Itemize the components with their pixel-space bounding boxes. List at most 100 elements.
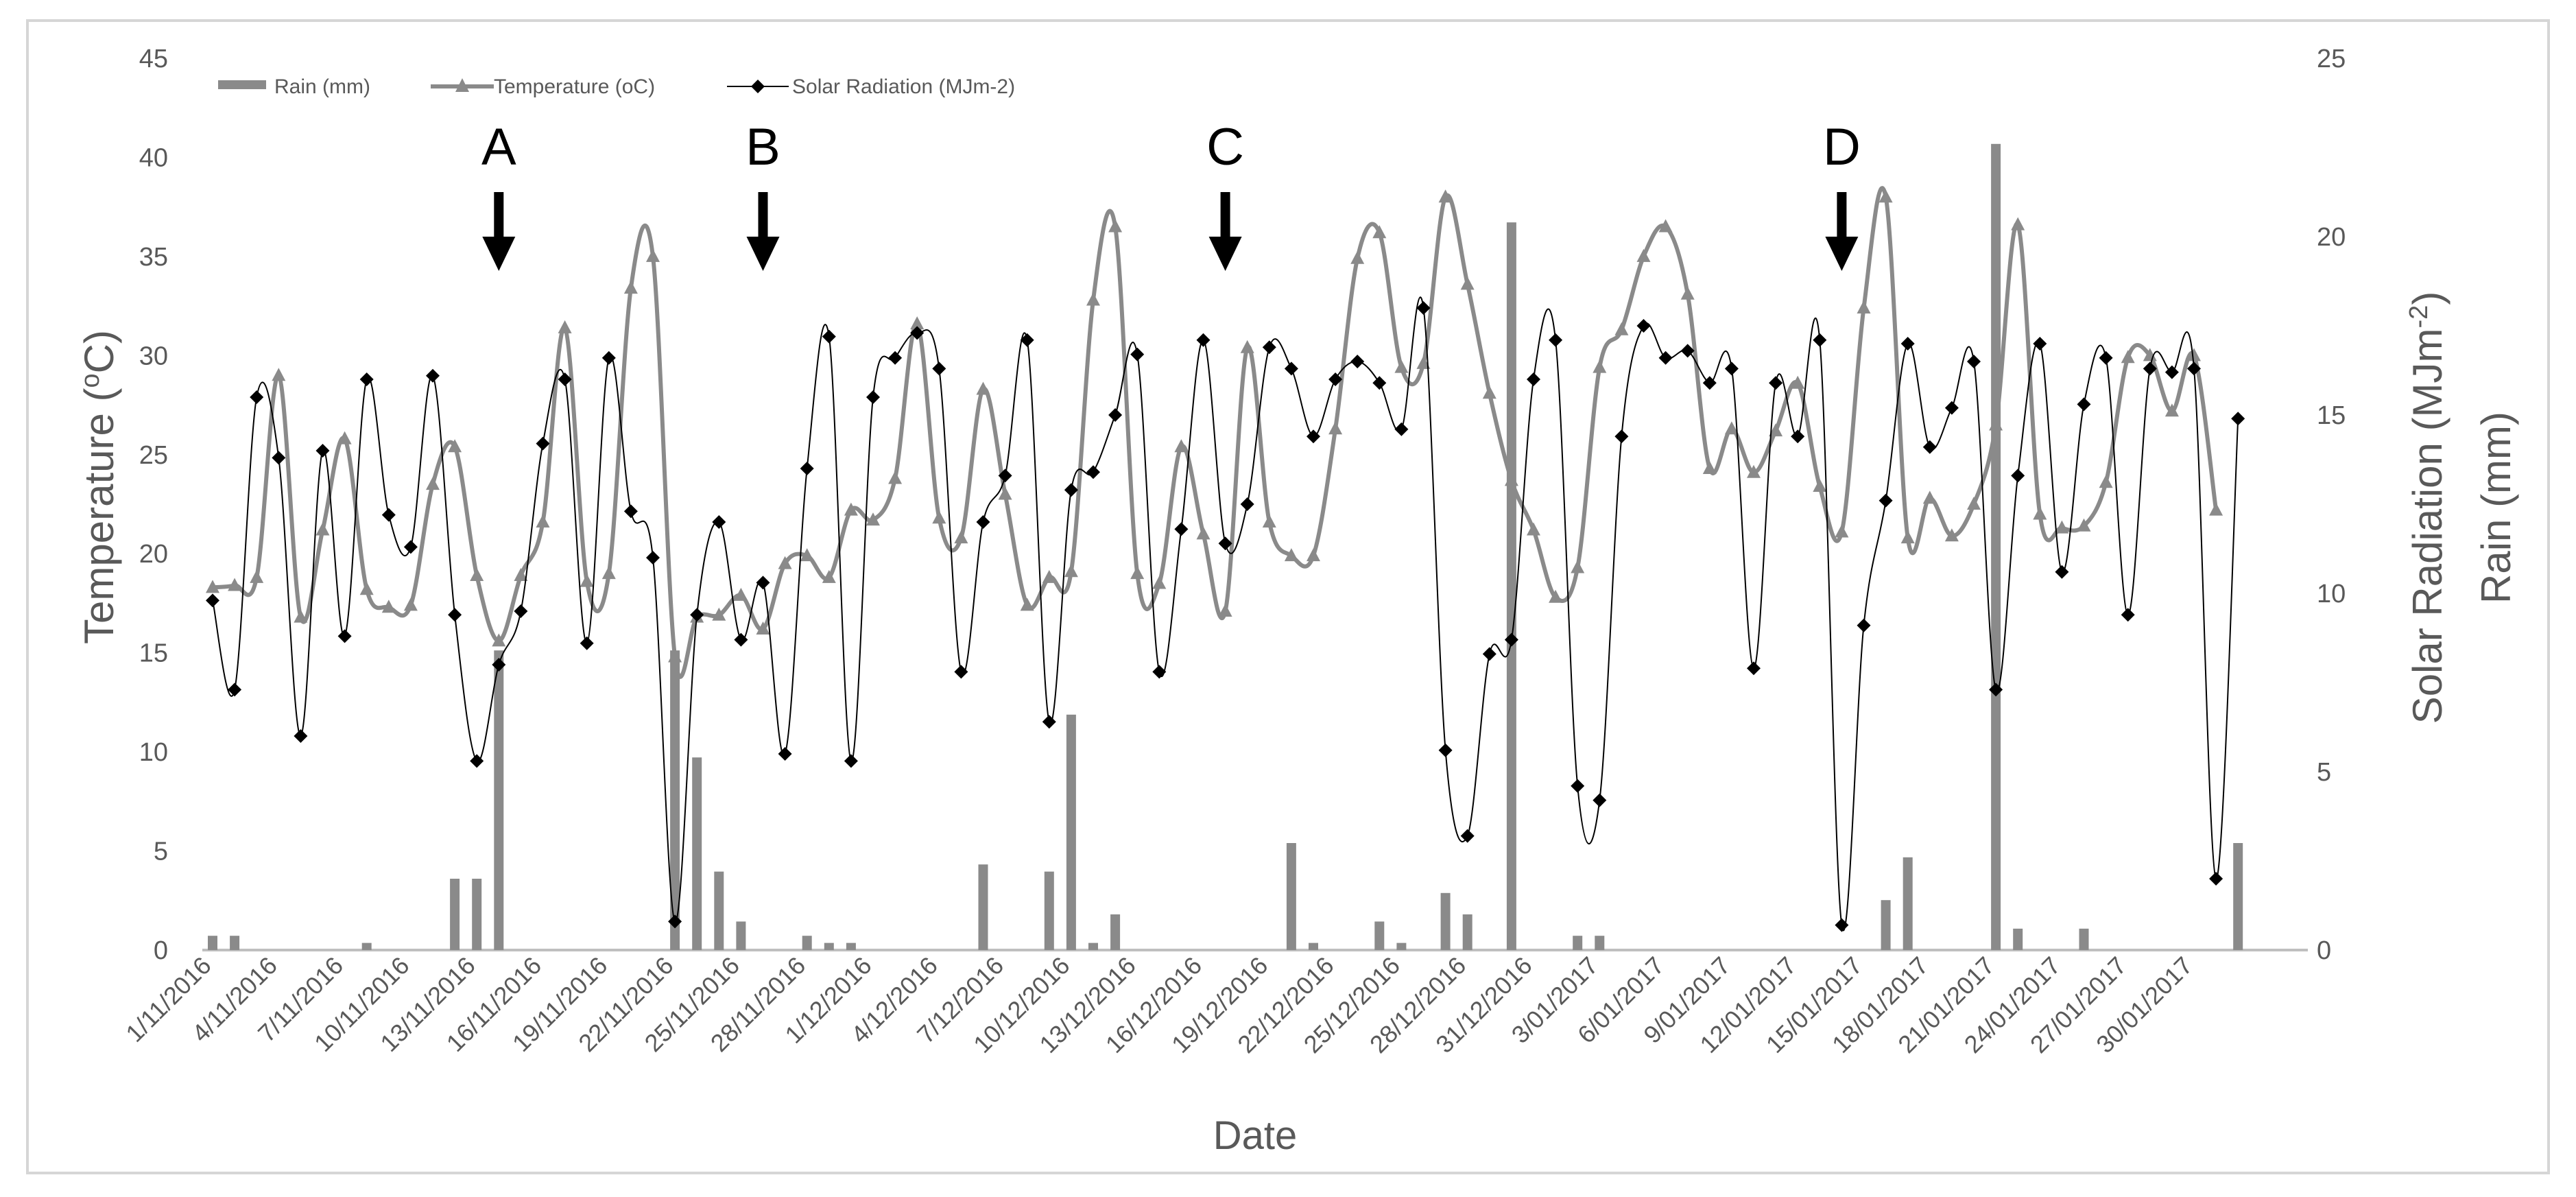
solar-radiation-point — [822, 329, 836, 344]
temperature-point — [2209, 502, 2223, 516]
x-axis-title: Date — [1213, 1113, 1298, 1158]
solar-radiation-point — [998, 469, 1012, 483]
temperature-point — [1593, 359, 1607, 373]
temperature-point — [2077, 518, 2091, 532]
temperature-point — [778, 556, 792, 569]
temperature-point — [932, 510, 946, 524]
solar-radiation-point — [712, 515, 726, 529]
solar-radiation-point — [337, 629, 352, 643]
annotations: A B C D — [481, 118, 1861, 271]
solar-radiation-point — [1130, 347, 1145, 362]
temperature-point — [800, 548, 814, 562]
solar-radiation-point — [1394, 422, 1409, 436]
temperature-point — [1307, 548, 1320, 562]
solar-radiation-point — [1724, 362, 1739, 376]
temperature-point — [1218, 604, 1232, 617]
temperature-point — [1769, 423, 1783, 437]
temperature-point — [381, 600, 396, 613]
solar-radiation-point — [1614, 429, 1629, 444]
temperature-point — [712, 607, 726, 621]
solar-radiation-point — [1064, 483, 1078, 497]
rain-bar — [824, 943, 834, 950]
legend-temperature-marker — [455, 78, 469, 92]
y-left-tick-label: 0 — [154, 936, 168, 965]
annotation-arrow-shaft — [494, 192, 504, 240]
legend-rain-swatch — [218, 80, 266, 89]
solar-radiation-point — [1482, 647, 1496, 661]
solar-radiation-point — [1791, 429, 1805, 444]
solar-radiation-point — [932, 362, 946, 376]
solar-radiation-point — [206, 593, 219, 608]
y-left-tick-label: 5 — [154, 838, 168, 866]
temperature-point — [1636, 248, 1651, 262]
solar-radiation-point — [1438, 743, 1453, 757]
y-right-tick-label: 25 — [2317, 45, 2346, 73]
temperature-point — [403, 597, 418, 611]
temperature-point — [1394, 359, 1409, 373]
solar-radiation-point — [1086, 465, 1100, 479]
annotation-arrow-shaft — [758, 192, 768, 240]
temperature-point — [294, 609, 308, 623]
solar-radiation-point — [381, 508, 396, 522]
solar-radiation-point — [1284, 362, 1298, 376]
solar-radiation-point — [1571, 779, 1585, 793]
solar-radiation-point — [866, 390, 880, 404]
solar-radiation-point — [1196, 333, 1211, 347]
rain-bar — [2233, 843, 2243, 950]
solar-radiation-point — [2164, 365, 2179, 379]
solar-radiation-point — [2209, 872, 2223, 886]
temperature-point — [272, 368, 286, 381]
temperature-point — [1680, 286, 1695, 300]
temperature-point — [910, 316, 925, 330]
rain-bar — [1396, 943, 1407, 950]
rain-bar — [208, 936, 217, 950]
solar-radiation-point — [954, 665, 968, 679]
solar-radiation-point — [2055, 565, 2069, 579]
solar-radiation-point — [844, 754, 858, 768]
solar-radiation-point — [646, 551, 660, 565]
temperature-point — [1262, 514, 1276, 528]
legend-rain-label: Rain (mm) — [274, 75, 370, 98]
solar-radiation-point — [403, 540, 418, 554]
solar-radiation-point — [1262, 340, 1276, 355]
rain-bar — [1903, 857, 1913, 950]
temperature-point — [1835, 524, 1849, 538]
temperature-point — [2143, 348, 2157, 362]
temperature-point — [1944, 528, 1959, 542]
temperature-point — [1372, 225, 1387, 239]
rain-bar — [472, 879, 482, 950]
solar-radiation-point — [1350, 355, 1365, 368]
annotation-arrow-head — [746, 237, 780, 271]
temperature-point — [1791, 375, 1805, 389]
rain-bar — [230, 936, 240, 950]
rain-bar — [670, 650, 680, 950]
solar-radiation-point — [1042, 715, 1056, 729]
solar-radiation-point — [1747, 661, 1761, 676]
solar-radiation-point — [228, 683, 242, 697]
y-right-tick-label: 15 — [2317, 401, 2346, 430]
temperature-point — [1504, 473, 1518, 486]
solar-radiation-point — [976, 515, 990, 529]
solar-radiation-point — [1218, 536, 1232, 551]
solar-radiation-point — [2231, 412, 2245, 426]
solar-radiation-point — [1813, 333, 1827, 347]
rain-bar — [2013, 928, 2023, 950]
solar-radiation-point — [1372, 376, 1387, 390]
rain-bar — [692, 757, 702, 950]
temperature-point — [1879, 189, 1893, 203]
annotation-label: A — [481, 118, 516, 176]
temperature-point — [492, 633, 506, 647]
temperature-point — [580, 573, 594, 587]
rain-bar — [1595, 936, 1605, 950]
solar-radiation-point — [1636, 319, 1651, 333]
solar-radiation-point — [470, 754, 484, 768]
solar-radiation-point — [601, 351, 616, 365]
y-left-tick-label: 35 — [139, 243, 168, 272]
temperature-point — [315, 522, 330, 536]
temperature-point — [1152, 576, 1167, 589]
solar-radiation-point — [294, 729, 308, 743]
temperature-point — [228, 578, 242, 591]
y-left-tick-label: 40 — [139, 143, 168, 172]
rain-bar — [361, 943, 372, 950]
rain-bar — [1506, 222, 1516, 951]
